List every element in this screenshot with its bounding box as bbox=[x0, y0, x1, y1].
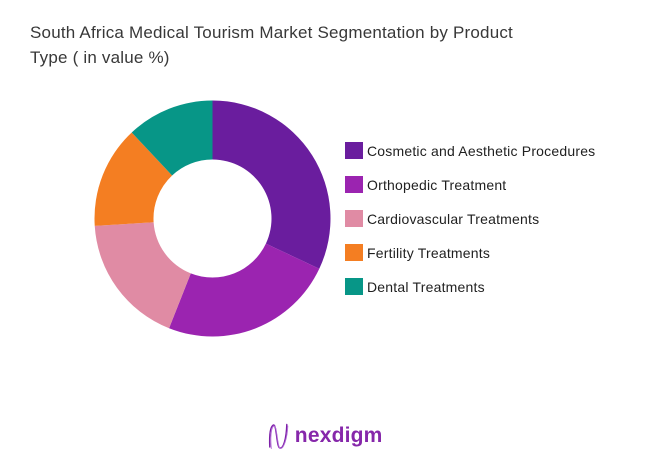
donut-slice-5 bbox=[131, 100, 213, 176]
nexdigm-logo: nexdigm bbox=[266, 421, 383, 451]
nexdigm-logo-icon bbox=[268, 423, 288, 449]
chart-title-line2: Type ( in value %) bbox=[30, 48, 170, 67]
legend-swatch-orthopedic bbox=[345, 176, 363, 193]
nexdigm-logo-text: nexdigm bbox=[294, 424, 383, 447]
legend-label: Cosmetic and Aesthetic Procedures bbox=[367, 142, 596, 159]
chart-title-line1: South Africa Medical Tourism Market Segm… bbox=[30, 23, 513, 42]
legend-item: Cardiovascular Treatments bbox=[345, 210, 595, 227]
legend-swatch-cardiovascular bbox=[345, 210, 363, 227]
chart-title: South Africa Medical Tourism Market Segm… bbox=[30, 20, 640, 70]
legend-swatch-dental bbox=[345, 278, 363, 295]
donut-slice-1 bbox=[212, 100, 331, 269]
legend-item: Dental Treatments bbox=[345, 278, 595, 295]
legend-item: Fertility Treatments bbox=[345, 244, 595, 261]
legend-item: Cosmetic and Aesthetic Procedures bbox=[345, 142, 595, 159]
legend-swatch-cosmetic bbox=[345, 142, 363, 159]
legend-label: Fertility Treatments bbox=[367, 244, 491, 261]
donut-slice-3 bbox=[94, 222, 191, 329]
legend-label: Cardiovascular Treatments bbox=[367, 210, 540, 227]
legend-swatch-fertility bbox=[345, 244, 363, 261]
legend-item: Orthopedic Treatment bbox=[345, 176, 595, 193]
donut-slice-4 bbox=[94, 132, 173, 226]
legend-label: Dental Treatments bbox=[367, 278, 485, 295]
donut-chart bbox=[94, 100, 331, 337]
chart-legend: Cosmetic and Aesthetic Procedures Orthop… bbox=[345, 142, 595, 295]
donut-slice-2 bbox=[169, 243, 320, 337]
legend-label: Orthopedic Treatment bbox=[367, 176, 507, 193]
